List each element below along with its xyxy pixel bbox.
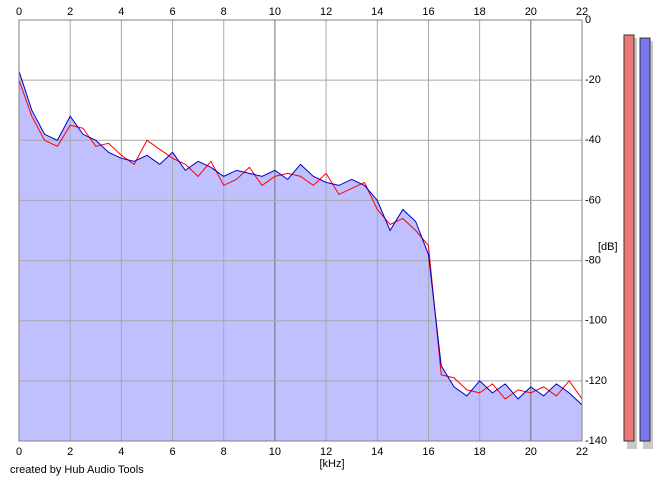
x-tick-label-top: 2 <box>67 6 73 18</box>
credit: created by Hub Audio Tools <box>10 464 144 476</box>
y-axis-label: [dB] <box>598 241 618 253</box>
y-tick-label: -80 <box>585 254 601 266</box>
x-tick-label-top: 12 <box>320 6 332 18</box>
x-tick-label: 10 <box>269 446 281 458</box>
x-tick-label-top: 10 <box>269 6 281 18</box>
x-tick-label-top: 6 <box>169 6 175 18</box>
x-tick-label-top: 0 <box>16 6 22 18</box>
x-tick-label-top: 16 <box>422 6 434 18</box>
x-tick-label: 12 <box>320 446 332 458</box>
x-tick-label: 0 <box>16 446 22 458</box>
x-tick-label-top: 14 <box>371 6 383 18</box>
y-tick-label: -60 <box>585 194 601 206</box>
level-meter <box>623 34 635 442</box>
x-tick-label: 16 <box>422 446 434 458</box>
x-tick-label-top: 8 <box>221 6 227 18</box>
x-tick-label: 20 <box>525 446 537 458</box>
x-axis-label: [kHz] <box>319 458 344 470</box>
x-tick-label-top: 20 <box>525 6 537 18</box>
x-tick-label: 14 <box>371 446 383 458</box>
y-tick-label: -40 <box>585 134 601 146</box>
x-tick-label: 18 <box>474 446 486 458</box>
x-tick-label-top: 18 <box>474 6 486 18</box>
y-tick-label: -120 <box>585 375 607 387</box>
y-tick-label: -20 <box>585 74 601 86</box>
x-tick-label: 2 <box>67 446 73 458</box>
x-tick-label: 6 <box>169 446 175 458</box>
y-tick-label: -140 <box>585 435 607 447</box>
x-tick-label: 8 <box>221 446 227 458</box>
x-tick-label-top: 4 <box>118 6 124 18</box>
spectrum-line <box>18 70 583 406</box>
x-tick-label: 22 <box>576 446 588 458</box>
area-fill <box>19 71 582 441</box>
y-tick-label: 0 <box>585 14 591 26</box>
plot-border <box>18 19 583 442</box>
level-meter <box>639 37 651 442</box>
x-tick-label-top: 22 <box>576 6 588 18</box>
x-tick-label: 4 <box>118 446 124 458</box>
spectrum-line <box>18 79 583 400</box>
y-tick-label: -100 <box>585 315 607 327</box>
